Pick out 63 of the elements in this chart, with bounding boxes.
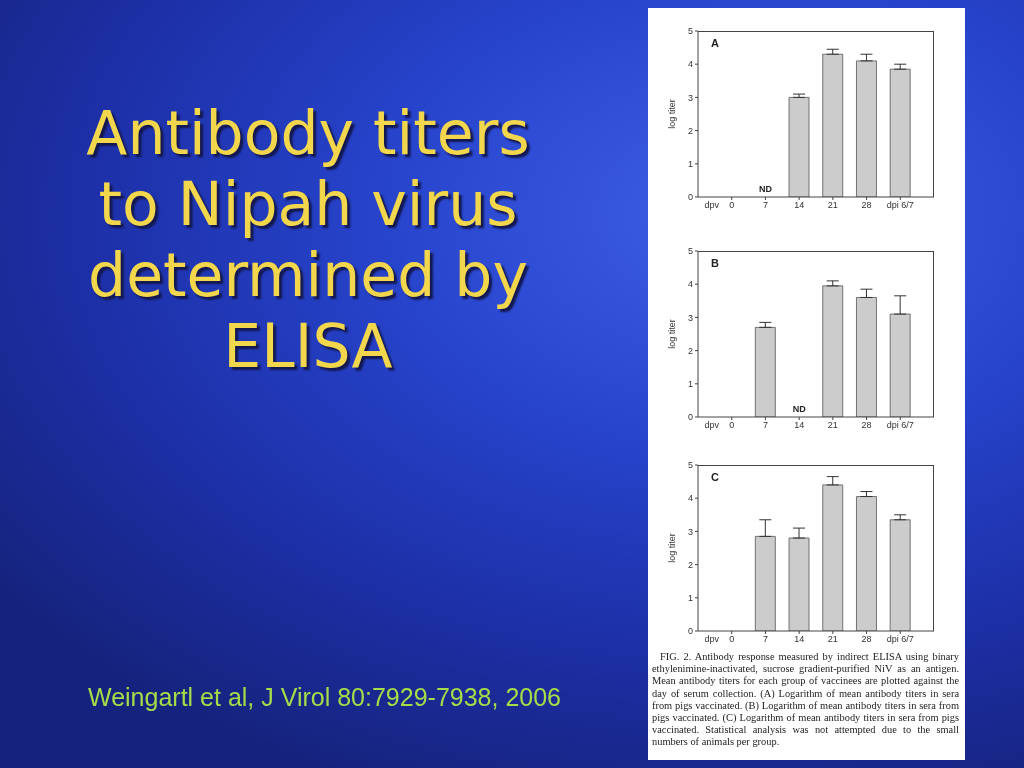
y-tick-label: 3 [687,526,693,537]
bar [889,313,911,417]
x-tick-label: 21 [827,634,838,645]
x-tick-label: 14 [794,634,805,645]
y-tick-label: 0 [687,192,693,203]
y-axis-title: log titer [667,99,677,129]
bar [788,97,810,197]
y-tick-label: 0 [687,412,693,423]
x-tick-label: 7 [762,420,768,431]
y-tick-label: 5 [687,246,693,257]
bar [822,484,844,631]
bar [822,285,844,417]
x-tick-label: 14 [794,420,805,431]
y-tick-label: 0 [687,626,693,637]
y-tick-label: 2 [687,125,693,136]
annotation: B [711,257,719,269]
x-tick-label: 28 [861,200,872,211]
x-tick-label: 21 [827,420,838,431]
x-tick-label: 0 [729,634,735,645]
x-tick-label: 0 [729,420,735,431]
bar [822,53,844,197]
bar [856,297,877,417]
y-tick-label: 5 [687,26,693,37]
x-tick-label: 7 [762,200,768,211]
y-tick-label: 4 [687,279,693,290]
bar [889,519,911,631]
x-tick-label: dpi 6/7 [886,200,914,211]
text: ND [758,184,772,194]
text: Weingartl et al, J Virol 80:7929-7938, 2006 [88,683,561,711]
bar [754,326,776,417]
y-tick-label: 5 [687,460,693,471]
y-tick-label: 1 [687,378,693,389]
x-tick-label: dpi 6/7 [886,634,914,645]
y-tick-label: 1 [687,159,693,169]
x-axis-title: dpv [704,200,720,211]
y-tick-label: 4 [687,59,693,70]
x-axis-title: dpv [704,634,720,645]
x-tick-label: 0 [729,200,735,211]
y-tick-label: 2 [687,345,693,356]
annotation: A [711,37,719,49]
bar [856,60,877,197]
text: Antibody titers to Nipah virus determined by ELISA [86,98,530,381]
x-tick-label: 28 [861,420,872,431]
bar [788,537,810,631]
x-tick-label: dpi 6/7 [886,420,914,431]
y-tick-label: 2 [687,559,693,570]
text: ND [792,404,806,414]
y-tick-label: 1 [687,592,693,603]
caption: FIG. 2. Antibody response measured by indirect ELISA using binary ethylenimine-inactivated, sucrose gradient-purified NiV as an antigen. Mean antibody titers for each group of vaccinees are plotted against the day of serum collection. (A) Logarithm of mean antibody titers in sera from pigs vaccinated. (B) Logarithm of mean antibody titers in sera from pigs vaccinated. (C) Logarithm of mean antibody titers in sera from pigs vaccinated. Statistical analysis was not attempted due to the small numbers of animals per group. [652,651,959,748]
x-tick-label: 21 [827,200,838,211]
bar [856,496,877,631]
x-axis-title: dpv [704,420,720,431]
x-tick-label: 14 [794,200,805,211]
y-tick-label: 4 [687,493,693,504]
y-tick-label: 3 [687,312,693,323]
bar [754,535,776,631]
x-tick-label: 28 [861,634,872,645]
y-axis-title: log titer [667,319,677,349]
annotation: C [711,471,719,483]
y-axis-title: log titer [667,533,677,563]
y-tick-label: 3 [687,92,693,103]
bar [889,68,911,197]
x-tick-label: 7 [762,634,768,645]
